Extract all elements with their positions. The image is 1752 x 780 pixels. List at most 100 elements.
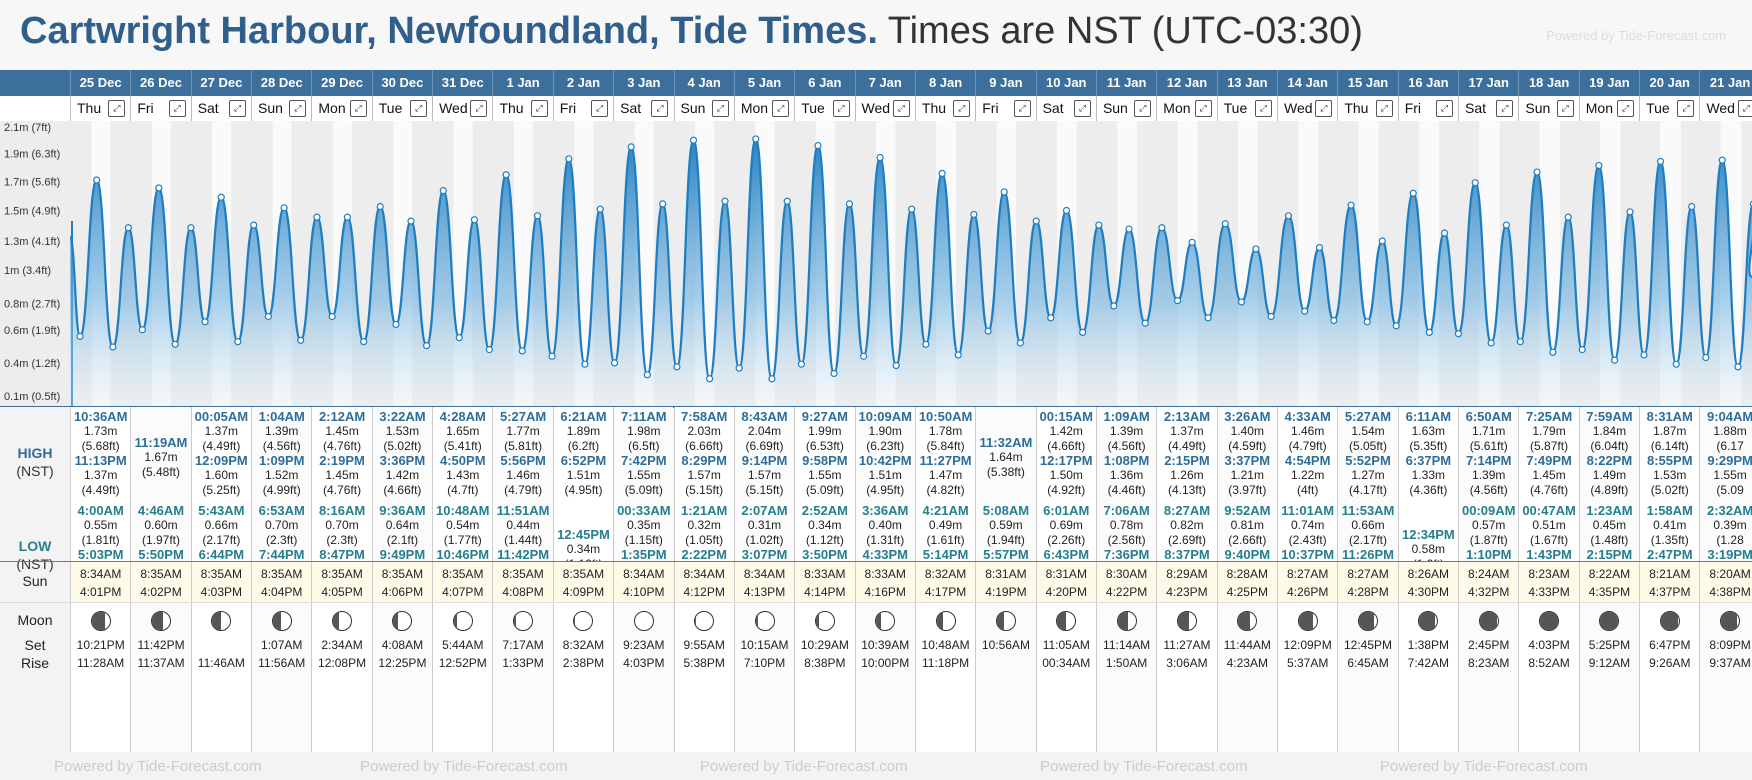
expand-icon[interactable]: ⤢ [289,100,307,117]
day-column: 1:09AM 1.39m (4.56ft) 1:08PM 1.36m (4.46ft) 7:… [1095,407,1157,752]
tide-point [1549,348,1557,356]
low-tide-entry: 6:53AM 0.70m (2.3ft) [252,503,311,548]
high-tide-entry: 7:58AM 2.03m (6.66ft) [675,409,734,454]
high-tide-time: 6:37PM [1405,453,1452,468]
tide-point [313,213,321,221]
sunset-time: 4:09PM [562,585,605,599]
expand-icon[interactable]: ⤢ [1677,100,1695,117]
sunrise-time: 8:26AM [1407,567,1450,581]
expand-icon[interactable]: ⤢ [1617,100,1635,117]
high-tide-time: 11:13PM [74,453,127,468]
day-column: 4:33AM 1.46m (4.79ft) 4:54PM 1.22m (4ft) 11:01… [1277,407,1338,752]
moonset-time: 1:07AM [261,638,303,652]
high-tide-entry: 1:09PM 1.52m (4.99ft) [252,453,311,498]
high-tide-entry: 7:42PM 1.55m (5.09ft) [614,453,673,498]
low-tide-time: 00:09AM [1461,503,1516,518]
sunrise-time: 8:34AM [623,567,665,581]
expand-icon[interactable]: ⤢ [1496,100,1514,117]
expand-icon[interactable]: ⤢ [892,100,910,117]
expand-icon[interactable]: ⤢ [591,100,609,117]
title-location: Cartwright Harbour, Newfoundland, Tide T… [20,10,878,52]
sunrise-time: 8:28AM [1226,567,1268,581]
expand-icon[interactable]: ⤢ [1194,100,1212,117]
sunset-time: 4:08PM [502,585,544,599]
tide-point [1626,208,1634,216]
tide-point [234,338,242,346]
y-tick-label: 0.4m (1.2ft) [4,358,60,370]
high-tide-height-ft: (6.23ft) [866,439,905,453]
expand-icon[interactable]: ⤢ [711,100,729,117]
high-tide-height-m: 1.78m [928,424,963,438]
moon-shade [815,612,819,630]
sun-cell [734,561,795,602]
tide-point [783,197,791,205]
moonset-time: 11:05AM [1042,638,1090,652]
high-tide-entry: 11:32AM 1.64m (5.38ft) [976,435,1035,480]
expand-icon[interactable]: ⤢ [1254,100,1272,117]
high-tide-height-ft: (4.99ft) [262,483,301,497]
high-tide-height-m: 1.39m [265,424,299,438]
expand-icon[interactable]: ⤢ [349,100,367,117]
low-tide-height-ft: (1.35ft) [1650,533,1689,547]
moonrise-time: 9:12AM [1588,656,1631,670]
expand-icon[interactable]: ⤢ [1556,100,1574,117]
expand-icon[interactable]: ⤢ [530,100,548,117]
expand-icon[interactable]: ⤢ [953,100,971,117]
high-tide-time: 7:59AM [1586,409,1633,424]
moon-shade [1479,612,1497,630]
expand-icon[interactable]: ⤢ [651,100,669,117]
expand-icon[interactable]: ⤢ [1737,100,1752,117]
sunrise-time: 8:34AM [743,567,786,581]
expand-icon[interactable]: ⤢ [108,100,126,117]
expand-icon[interactable]: ⤢ [470,100,488,117]
high-tide-entry: 2:12AM 1.45m (4.76ft) [312,409,371,454]
moonrise-time: 9:37AM [1709,656,1751,670]
expand-icon[interactable]: ⤢ [229,100,247,117]
date-7: 31 Dec [432,70,492,96]
high-tide-height-m: 1.40m [1230,424,1264,438]
moon-shade [1359,612,1375,630]
tide-point [1158,224,1166,232]
tide-table: 10:36AM 1.73m (5.68ft) 11:13PM 1.37m (4.49ft)… [70,407,1752,752]
tide-point [1688,202,1696,211]
high-tide-height-ft: (5.15ft) [685,483,724,497]
expand-icon[interactable]: ⤢ [1013,100,1031,117]
sunset-time: 4:23PM [1166,585,1208,599]
high-tide-entry: 8:31AM 1.87m (6.14ft) [1640,409,1699,454]
moonrise-time: 9:26AM [1649,656,1691,670]
moonset-time: 10:56AM [981,638,1030,652]
expand-icon[interactable]: ⤢ [772,100,790,117]
expand-icon[interactable]: ⤢ [1073,100,1091,117]
moonrise-time: 8:38PM [804,656,846,670]
row-labels: HIGH (NST) LOW (NST) Sun Moon Set Rise [0,407,71,752]
day-column: 6:11AM 1.63m (5.35ft) 6:37PM 1.33m (4.36ft) 12… [1397,407,1459,752]
expand-icon[interactable]: ⤢ [1375,100,1393,117]
expand-icon[interactable]: ⤢ [1134,100,1152,117]
high-tide-height-ft: (4.56ft) [262,439,301,453]
high-tide-height-m: 1.33m [1411,468,1446,482]
sun-cell [1398,561,1459,602]
expand-icon[interactable]: ⤢ [410,100,428,117]
date-26: 19 Jan [1578,70,1639,96]
sunrise-time: 8:35AM [261,567,303,581]
expand-icon[interactable]: ⤢ [1315,100,1333,117]
tide-point [970,210,978,219]
expand-icon[interactable]: ⤢ [1436,100,1454,117]
high-tide-height-m: 1.53m [385,424,420,438]
high-tide-time: 2:19PM [319,453,365,468]
sunset-time: 4:26PM [1286,585,1329,599]
sunset-time: 4:37PM [1649,585,1691,599]
sunset-time: 4:01PM [79,585,122,599]
tide-point [470,216,479,224]
expand-icon[interactable]: ⤢ [832,100,850,117]
moonrise-time: 12:08PM [318,656,367,670]
expand-icon[interactable]: ⤢ [168,100,186,117]
y-tick-label: 1.3m (4.1ft) [4,236,60,248]
moonset-time: 11:14AM [1103,638,1151,652]
tide-point [109,343,117,351]
tide-point [1578,346,1586,354]
low-tide-time: 11:42PM [497,547,550,562]
tide-point [1032,217,1040,225]
high-tide-entry: 4:50PM 1.43m (4.7ft) [433,453,492,498]
date-27: 20 Jan [1639,70,1699,96]
